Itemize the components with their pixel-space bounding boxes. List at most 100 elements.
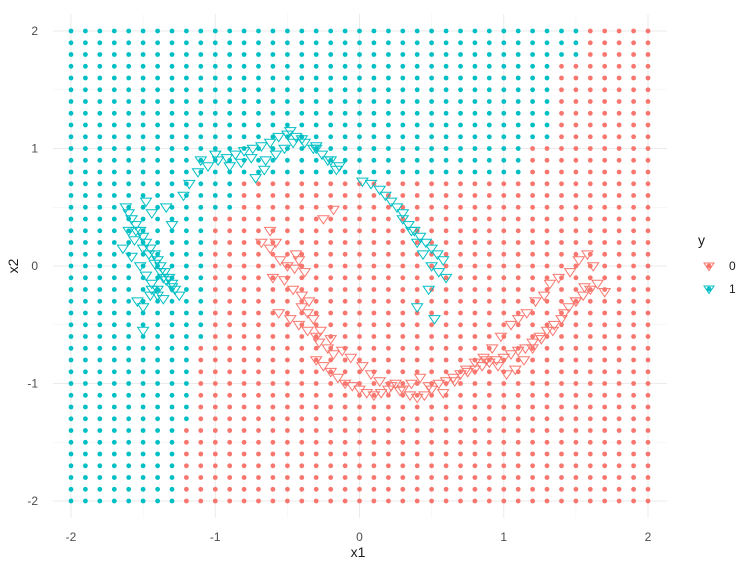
grid-point bbox=[140, 486, 146, 492]
grid-point bbox=[486, 87, 492, 93]
grid-point bbox=[371, 404, 377, 410]
grid-point bbox=[313, 75, 319, 81]
grid-point bbox=[285, 369, 290, 375]
grid-point bbox=[429, 75, 434, 81]
grid-point bbox=[602, 498, 608, 504]
data-point-class-1 bbox=[142, 250, 156, 261]
grid-point bbox=[68, 146, 74, 151]
grid-point bbox=[472, 298, 478, 304]
data-point-class-0 bbox=[306, 315, 320, 325]
grid-point bbox=[472, 428, 478, 433]
data-point-class-1 bbox=[272, 132, 286, 143]
data-point-class-1 bbox=[145, 279, 159, 290]
grid-point bbox=[140, 52, 146, 57]
grid-point bbox=[371, 463, 377, 469]
grid-point bbox=[212, 428, 218, 433]
grid-point bbox=[371, 40, 377, 46]
grid-point bbox=[126, 404, 132, 410]
data-point-class-1 bbox=[139, 271, 153, 282]
data-point-class-1 bbox=[208, 150, 222, 161]
grid-point bbox=[169, 28, 175, 34]
grid-point bbox=[198, 298, 204, 304]
grid-point bbox=[486, 498, 492, 504]
grid-point bbox=[111, 498, 117, 504]
grid-point bbox=[645, 204, 651, 210]
grid-point bbox=[126, 298, 132, 304]
grid-point bbox=[155, 345, 161, 351]
grid-point bbox=[587, 52, 593, 57]
data-point-class-0 bbox=[475, 362, 489, 372]
grid-point bbox=[400, 345, 406, 351]
grid-point bbox=[169, 122, 175, 128]
grid-point bbox=[400, 263, 406, 269]
grid-point bbox=[443, 310, 449, 316]
data-point-class-1 bbox=[172, 291, 186, 302]
grid-point bbox=[472, 404, 478, 410]
grid-point bbox=[573, 87, 579, 93]
grid-point bbox=[227, 204, 233, 210]
data-point-class-1 bbox=[422, 285, 436, 296]
grid-point bbox=[126, 451, 132, 457]
grid-point bbox=[227, 87, 233, 93]
grid-point bbox=[285, 240, 290, 245]
grid-point bbox=[443, 134, 449, 140]
grid-point bbox=[97, 28, 103, 34]
grid-point bbox=[299, 357, 305, 363]
grid-point bbox=[256, 275, 261, 281]
grid-point bbox=[587, 287, 593, 292]
grid-point bbox=[645, 28, 651, 34]
grid-point bbox=[198, 451, 204, 457]
grid-point bbox=[544, 451, 550, 457]
grid-point bbox=[472, 439, 478, 445]
grid-point bbox=[544, 134, 550, 140]
grid-point bbox=[357, 169, 362, 175]
grid-point bbox=[386, 498, 391, 504]
data-point-class-1 bbox=[439, 273, 453, 284]
grid-point bbox=[184, 122, 189, 128]
data-point-class-1 bbox=[263, 138, 277, 149]
grid-point bbox=[241, 28, 247, 34]
grid-point bbox=[83, 181, 88, 187]
grid-point bbox=[429, 498, 434, 504]
grid-point bbox=[515, 486, 521, 492]
grid-point bbox=[414, 52, 420, 57]
y-axis-title: x2 bbox=[5, 258, 21, 273]
grid-point bbox=[126, 193, 132, 198]
grid-point bbox=[111, 251, 117, 257]
grid-point bbox=[184, 75, 189, 81]
grid-point bbox=[386, 28, 391, 34]
grid-point bbox=[184, 475, 189, 480]
grid-point bbox=[400, 99, 406, 104]
grid-point bbox=[328, 193, 334, 198]
grid-point bbox=[616, 322, 622, 328]
grid-point bbox=[371, 439, 377, 445]
grid-point bbox=[270, 416, 276, 422]
data-point-class-0 bbox=[292, 320, 306, 331]
grid-point bbox=[227, 263, 233, 269]
grid-point bbox=[126, 439, 132, 445]
grid-point bbox=[400, 228, 406, 234]
grid-point bbox=[212, 228, 218, 234]
grid-point bbox=[645, 169, 651, 175]
grid-point bbox=[443, 204, 449, 210]
grid-point bbox=[414, 240, 420, 245]
data-point-class-0 bbox=[355, 362, 369, 372]
grid-point bbox=[313, 240, 319, 245]
data-point-class-1 bbox=[220, 154, 234, 164]
grid-point bbox=[544, 475, 550, 480]
grid-point bbox=[587, 345, 593, 351]
grid-point bbox=[111, 146, 117, 151]
grid-point bbox=[328, 28, 334, 34]
grid-point bbox=[285, 322, 290, 328]
grid-point bbox=[559, 99, 564, 104]
grid-point bbox=[400, 63, 406, 69]
grid-point bbox=[458, 110, 463, 116]
grid-point bbox=[198, 463, 204, 469]
grid-point bbox=[357, 122, 362, 128]
grid-point bbox=[357, 251, 362, 257]
grid-point bbox=[645, 322, 651, 328]
grid-point bbox=[184, 463, 189, 469]
grid-point bbox=[486, 275, 492, 281]
grid-point bbox=[544, 392, 550, 398]
grid-point bbox=[83, 416, 88, 422]
